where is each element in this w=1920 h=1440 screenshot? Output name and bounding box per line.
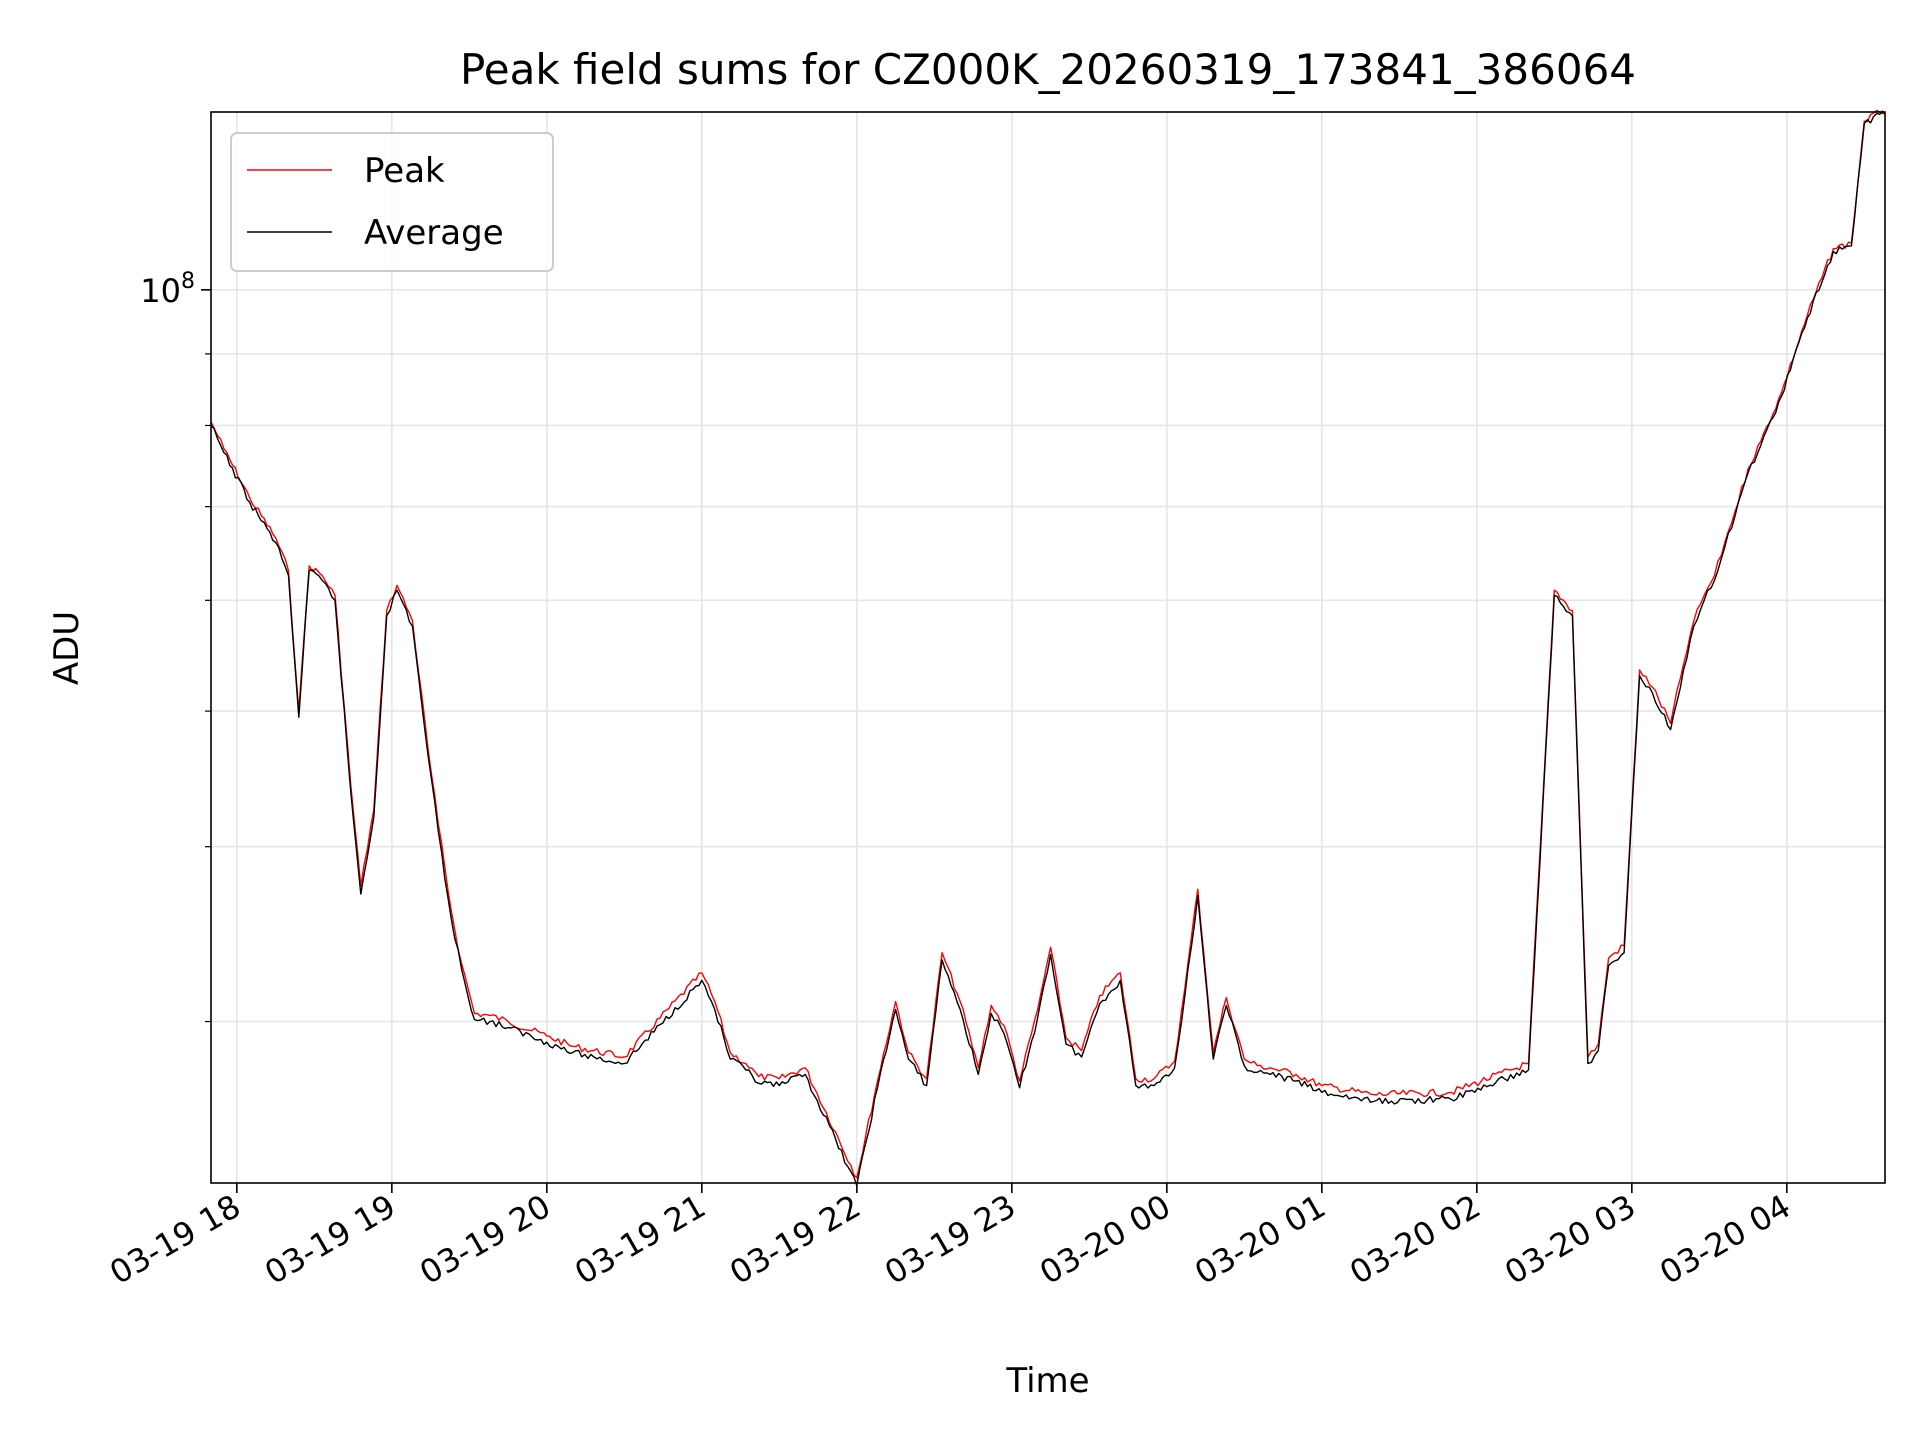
legend-label-average: Average — [364, 213, 504, 253]
y-tick-label-base: 10 — [140, 272, 181, 310]
grid-lines — [211, 112, 1885, 1183]
plot-frame — [210, 111, 1886, 1184]
series-line-average — [210, 110, 1886, 1187]
x-axis-label: Time — [1005, 1361, 1089, 1401]
legend-label-peak: Peak — [364, 151, 445, 191]
y-axis-label: ADU — [47, 611, 87, 685]
series-line-peak — [210, 109, 1886, 1179]
series-layer — [210, 109, 1886, 1187]
y-axis: 108 — [140, 269, 211, 1023]
legend: Peak Average — [230, 132, 554, 272]
chart-title: Peak field sums for CZ000K_20260319_1738… — [460, 45, 1636, 94]
y-tick-label: 108 — [140, 269, 195, 310]
legend-box — [230, 132, 554, 272]
y-tick-label-exponent: 8 — [181, 269, 195, 294]
